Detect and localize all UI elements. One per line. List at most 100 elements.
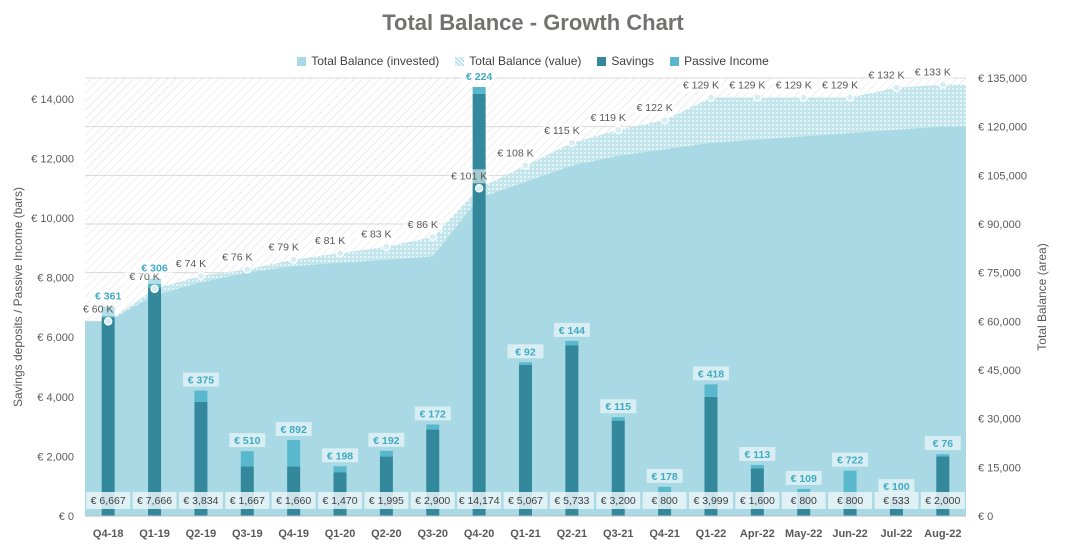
savings-label-bg-0 <box>86 492 131 509</box>
savings-label-14: € 1,600 <box>740 495 775 507</box>
passive-income-label-14: € 113 <box>744 449 770 461</box>
bar-savings-0 <box>101 317 115 516</box>
savings-label-4: € 1,660 <box>276 495 311 507</box>
value-marker-10 <box>567 138 577 148</box>
value-label-11: € 119 K <box>591 112 626 124</box>
x-tick-label-10: Q2-21 <box>557 528 588 540</box>
value-label-bg-12 <box>634 101 675 116</box>
value-label-0: € 60 K <box>83 303 113 315</box>
left-tick-label-1: € 2,000 <box>37 451 74 463</box>
passive-label-bg-18 <box>924 436 961 451</box>
right-tick-label-4: € 60,000 <box>978 316 1021 328</box>
passive-label-bg-2 <box>182 372 219 387</box>
value-label-bg-0 <box>78 302 119 317</box>
savings-label-1: € 7,666 <box>137 495 172 507</box>
x-tick-label-3: Q3-19 <box>232 528 263 540</box>
savings-label-8: € 14,174 <box>459 495 500 507</box>
value-label-4: € 79 K <box>268 242 298 254</box>
legend-label-value: Total Balance (value) <box>469 54 582 68</box>
savings-label-bg-3 <box>225 492 270 509</box>
passive-income-label-8: € 224 <box>466 71 492 83</box>
bar-passive-income-16 <box>843 470 857 493</box>
value-marker-16 <box>845 93 855 102</box>
savings-label-bg-8 <box>457 492 502 509</box>
value-marker-13 <box>706 93 716 102</box>
right-tick-label-3: € 45,000 <box>978 365 1021 377</box>
value-label-12: € 122 K <box>637 102 673 114</box>
x-tick-label-1: Q1-19 <box>139 528 170 540</box>
savings-label-bg-14 <box>735 492 780 509</box>
x-tick-label-11: Q3-21 <box>603 528 634 540</box>
left-tick-label-3: € 6,000 <box>37 332 74 344</box>
legend-item-passive: Passive Income <box>670 54 769 68</box>
savings-label-7: € 2,900 <box>415 495 450 507</box>
bar-passive-income-10 <box>565 340 579 346</box>
value-label-bg-3 <box>217 250 258 265</box>
value-marker-14 <box>753 93 762 102</box>
value-label-bg-7 <box>402 217 443 232</box>
value-marker-12 <box>660 115 669 125</box>
passive-label-bg-11 <box>600 399 637 414</box>
bar-savings-13 <box>704 396 718 516</box>
x-tick-label-18: Aug-22 <box>924 528 961 540</box>
savings-label-0: € 6,667 <box>91 495 126 507</box>
right-tick-label-0: € 0 <box>978 511 993 523</box>
passive-income-label-13: € 418 <box>698 368 724 380</box>
value-marker-9 <box>521 161 530 170</box>
bar-savings-10 <box>565 345 579 516</box>
value-label-bg-5 <box>310 234 351 249</box>
value-label-bg-13 <box>680 78 721 93</box>
x-tick-label-5: Q1-20 <box>325 528 356 540</box>
savings-label-2: € 3,834 <box>183 495 218 507</box>
value-label-bg-6 <box>356 227 397 242</box>
x-tick-label-0: Q4-18 <box>93 528 124 540</box>
passive-income-label-4: € 892 <box>281 424 307 436</box>
passive-label-bg-9 <box>507 344 544 359</box>
value-label-13: € 129 K <box>683 79 719 91</box>
legend-swatch-invested <box>297 56 307 66</box>
left-tick-label-4: € 8,000 <box>37 273 74 285</box>
legend-label-passive: Passive Income <box>684 54 769 68</box>
value-marker-18 <box>938 80 948 89</box>
x-tick-label-2: Q2-19 <box>186 528 217 540</box>
legend-label-savings: Savings <box>611 54 655 68</box>
passive-label-bg-6 <box>368 432 405 447</box>
value-marker-15 <box>799 93 808 102</box>
legend-item-value: Total Balance (value) <box>455 54 581 68</box>
value-label-bg-11 <box>588 110 629 125</box>
bar-passive-income-9 <box>519 362 532 366</box>
left-tick-label-5: € 10,000 <box>31 213 74 225</box>
x-tick-label-13: Q1-22 <box>696 528 727 540</box>
passive-income-label-7: € 172 <box>420 408 446 420</box>
savings-label-18: € 2,000 <box>925 495 960 507</box>
bar-passive-income-3 <box>240 451 254 467</box>
left-tick-label-2: € 4,000 <box>37 392 74 404</box>
x-tick-label-6: Q2-20 <box>371 528 402 540</box>
bar-savings-9 <box>519 365 532 516</box>
value-label-6: € 83 K <box>361 229 391 241</box>
value-label-8: € 101 K <box>451 170 487 182</box>
savings-label-3: € 1,667 <box>230 495 265 507</box>
value-label-17: € 132 K <box>868 70 904 82</box>
bar-savings-1 <box>148 287 162 516</box>
savings-label-bg-2 <box>178 492 223 509</box>
passive-income-label-6: € 192 <box>373 435 399 447</box>
chart-legend: Total Balance (invested) Total Balance (… <box>0 54 1066 68</box>
value-label-bg-18 <box>912 65 953 80</box>
value-label-2: € 74 K <box>176 258 206 270</box>
savings-label-bg-1 <box>132 492 177 509</box>
value-label-14: € 129 K <box>729 79 765 91</box>
passive-label-bg-3 <box>229 433 266 448</box>
y-axis-title-left: Savings deposits / Passive Income (bars) <box>11 187 25 407</box>
value-label-9: € 108 K <box>497 148 533 160</box>
value-marker-8 <box>474 184 484 193</box>
x-tick-label-4: Q4-19 <box>278 528 309 540</box>
savings-label-15: € 800 <box>791 495 817 507</box>
value-label-bg-14 <box>727 78 768 93</box>
value-marker-0 <box>103 317 113 326</box>
bar-passive-income-5 <box>333 466 347 473</box>
savings-label-bg-16 <box>828 492 873 509</box>
savings-label-bg-5 <box>318 492 363 509</box>
savings-label-bg-12 <box>642 492 687 509</box>
value-marker-11 <box>613 125 623 135</box>
